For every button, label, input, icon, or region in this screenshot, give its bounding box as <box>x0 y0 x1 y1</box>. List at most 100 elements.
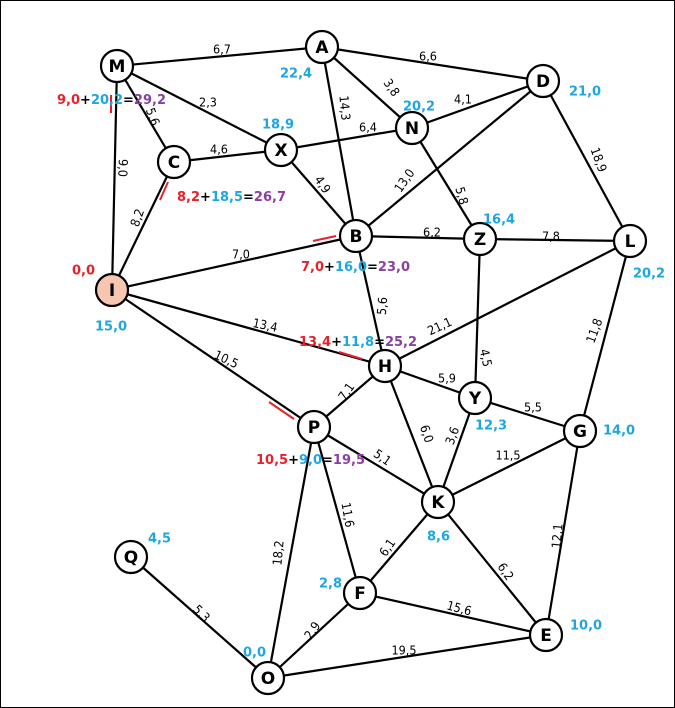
calculation-c: 8,2+18,5=26,7 <box>177 190 286 205</box>
edge-z-y <box>473 238 482 399</box>
node-circle <box>296 409 332 445</box>
node-m[interactable]: M <box>99 48 135 84</box>
node-c[interactable]: C <box>156 144 192 180</box>
node-k[interactable]: K <box>420 484 456 520</box>
edge-weight-k-e: 6,2 <box>495 560 518 583</box>
edges-layer <box>110 45 632 680</box>
edge-m-a <box>116 45 323 68</box>
node-label: C <box>168 153 180 173</box>
edge-m-c <box>116 65 175 163</box>
edge-n-d <box>411 79 544 130</box>
calculation-p: 10,5+9,0=19,5 <box>256 453 365 468</box>
node-a[interactable]: A <box>304 29 340 65</box>
edge-weight-m-i: 9,0 <box>115 159 131 177</box>
node-circle <box>525 63 561 99</box>
node-circle <box>99 48 135 84</box>
distance-label-n: 20,2 <box>403 100 435 115</box>
node-label: X <box>274 141 287 161</box>
edge-weight-n-z: 5,8 <box>452 185 471 206</box>
edge-weight-m-c: 5,6 <box>143 106 163 128</box>
node-label: Y <box>468 389 482 409</box>
distance-label-x: 18,9 <box>262 118 294 133</box>
edge-k-f <box>359 501 439 594</box>
node-q[interactable]: Q <box>113 539 149 575</box>
node-label: Z <box>474 230 486 250</box>
node-z[interactable]: Z <box>462 221 498 257</box>
edge-weight-p-k: 5,1 <box>371 446 394 469</box>
edge-q-o <box>130 556 269 679</box>
edge-weight-m-a: 6,7 <box>213 42 231 57</box>
edge-o-e <box>267 633 547 680</box>
node-g[interactable]: G <box>562 413 598 449</box>
edge-x-b <box>280 149 357 237</box>
calculation-b: 7,0+16,0=23,0 <box>301 260 410 275</box>
edge-m-i <box>110 65 119 291</box>
node-label: Q <box>124 548 138 568</box>
path-mark <box>312 235 337 242</box>
node-label: K <box>431 493 445 513</box>
edge-p-f <box>312 426 362 594</box>
edge-weight-x-b: 4,9 <box>312 173 335 196</box>
distance-label-q: 4,5 <box>148 532 171 547</box>
node-l[interactable]: L <box>612 223 648 259</box>
edge-weight-p-o: 18,2 <box>269 540 286 566</box>
node-n[interactable]: N <box>394 110 430 146</box>
edge-weight-i-h: 13,4 <box>251 315 279 335</box>
edge-weight-k-g: 11,5 <box>495 448 520 463</box>
distance-label-g: 14,0 <box>603 424 635 439</box>
edge-b-z <box>355 234 481 241</box>
node-label: L <box>625 232 636 252</box>
edge-l-g <box>578 240 632 432</box>
node-f[interactable]: F <box>342 575 378 611</box>
edge-weight-o-f: 2,9 <box>301 619 324 642</box>
node-label: H <box>378 357 392 377</box>
node-p[interactable]: P <box>296 409 332 445</box>
node-x[interactable]: X <box>263 132 299 168</box>
edge-weight-q-o: 5,3 <box>190 602 213 625</box>
node-circle <box>94 272 130 308</box>
node-label: F <box>354 584 366 604</box>
edge-weight-g-e: 12,1 <box>548 523 565 549</box>
edge-weight-x-n: 6,4 <box>359 120 377 135</box>
edge-weight-y-g: 5,5 <box>524 400 542 415</box>
node-circle <box>338 218 374 254</box>
edge-weight-l-g: 11,8 <box>583 316 606 345</box>
calculation-m: 9,0+20,2=29,2 <box>57 93 166 108</box>
node-circle <box>394 110 430 146</box>
edge-weight-m-x: 2,3 <box>199 95 217 110</box>
edge-weight-d-b: 13,0 <box>391 166 418 195</box>
edge-a-n <box>321 46 413 129</box>
node-d[interactable]: D <box>525 63 561 99</box>
node-circle <box>342 575 378 611</box>
node-h[interactable]: H <box>367 348 403 384</box>
node-o[interactable]: O <box>250 660 286 696</box>
node-circle <box>367 348 403 384</box>
edge-h-l <box>384 240 631 367</box>
edge-y-g <box>474 396 581 433</box>
node-circle <box>462 221 498 257</box>
labels-layer: 6,7 6,6 2,3 5,6 9,0 3,8 14,3 4,1 6,4 4,6 4,9 13,0 5,… <box>57 42 665 661</box>
node-label: M <box>109 57 126 77</box>
edge-weight-n-d: 4,1 <box>454 92 472 107</box>
edge-weight-z-y: 4,5 <box>477 347 495 368</box>
node-b[interactable]: B <box>338 218 374 254</box>
path-mark <box>338 351 363 360</box>
edge-h-k <box>383 365 440 503</box>
edge-weight-b-z: 6,2 <box>423 225 441 240</box>
edge-weight-z-l: 7,8 <box>542 229 560 244</box>
node-label: I <box>109 281 115 301</box>
node-circle <box>612 223 648 259</box>
edge-a-b <box>320 46 358 237</box>
node-i[interactable]: I <box>94 272 130 308</box>
distance-label-i: 15,0 <box>95 320 127 335</box>
edge-weight-y-k: 3,6 <box>442 425 462 447</box>
edge-weight-o-e: 19,5 <box>391 643 416 658</box>
node-e[interactable]: E <box>528 617 564 653</box>
edge-weight-b-h: 5,6 <box>374 296 391 315</box>
edge-p-k <box>313 426 439 503</box>
edge-weight-h-y: 5,9 <box>438 371 456 386</box>
edge-weight-i-b: 7,0 <box>232 247 250 262</box>
node-y[interactable]: Y <box>457 380 493 416</box>
edge-c-i <box>111 161 175 291</box>
edge-x-n <box>280 126 413 152</box>
